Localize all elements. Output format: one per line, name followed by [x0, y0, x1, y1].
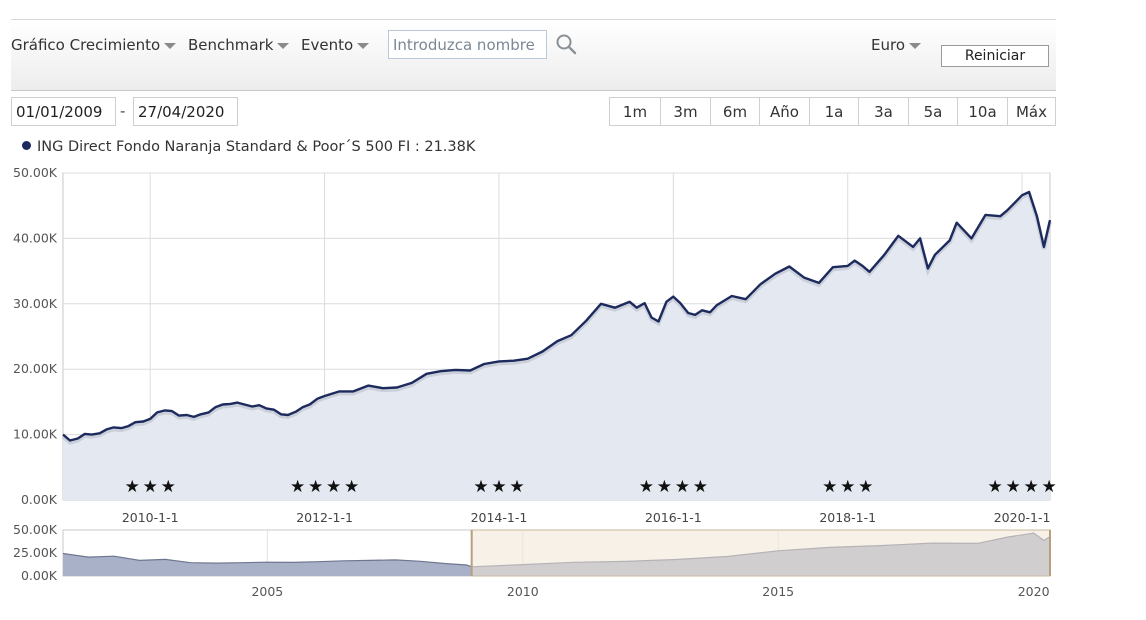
rating-star-icon: ★: [987, 477, 1002, 497]
growth-chart-menu[interactable]: Gráfico Crecimiento: [11, 36, 177, 54]
rating-star-icon: ★: [675, 477, 690, 497]
rating-star-icon: ★: [1005, 477, 1020, 497]
legend-label: ING Direct Fondo Naranja Standard & Poor…: [37, 139, 476, 155]
chevron-down-icon: [909, 42, 921, 49]
navigator-y-label: 25.00K: [13, 545, 58, 560]
rating-star-icon: ★: [639, 477, 654, 497]
rating-star-icon: ★: [693, 477, 708, 497]
chevron-down-icon: [357, 42, 370, 49]
series-line: [62, 190, 1052, 442]
rating-star-icon: ★: [290, 477, 305, 497]
range-button-1m[interactable]: 1m: [610, 98, 660, 125]
rating-star-icon: ★: [1041, 477, 1056, 497]
time-range-selector: 1m 3m 6m Año 1a 3a 5a 10a Máx: [609, 97, 1056, 126]
y-tick-label: 40.00K: [13, 230, 58, 245]
rating-star-icon: ★: [491, 477, 506, 497]
x-tick-label: 2014-1-1: [471, 510, 528, 525]
event-menu-label: Evento: [301, 36, 354, 54]
benchmark-menu[interactable]: Benchmark: [188, 36, 290, 54]
rating-star-icon: ★: [657, 477, 672, 497]
chevron-down-icon: [277, 42, 290, 49]
range-button-ytd[interactable]: Año: [759, 98, 809, 125]
range-button-3y[interactable]: 3a: [858, 98, 908, 125]
y-tick-label: 30.00K: [13, 296, 58, 311]
rating-star-icon: ★: [344, 477, 359, 497]
range-button-5y[interactable]: 5a: [908, 98, 957, 125]
currency-menu-label: Euro: [871, 36, 905, 54]
benchmark-menu-label: Benchmark: [188, 36, 274, 54]
legend-marker: [22, 141, 31, 150]
x-tick-label: 2018-1-1: [819, 510, 876, 525]
series-line-shadow: [61, 191, 1052, 445]
x-tick-label: 2020-1-1: [994, 510, 1051, 525]
event-menu[interactable]: Evento: [301, 36, 370, 54]
rating-star-icon: ★: [143, 477, 158, 497]
y-tick-label: 50.00K: [13, 165, 58, 180]
chart-toolbar: Gráfico Crecimiento Benchmark Evento Eur…: [11, 19, 1056, 91]
rating-star-icon: ★: [473, 477, 488, 497]
navigator-y-label: 0.00K: [21, 568, 58, 583]
search-icon[interactable]: [555, 33, 577, 55]
start-date-input[interactable]: [11, 97, 116, 126]
end-date-input[interactable]: [133, 97, 238, 126]
x-tick-label: 2012-1-1: [296, 510, 353, 525]
series-area: [63, 192, 1050, 500]
rating-star-icon: ★: [326, 477, 341, 497]
navigator-selection[interactable]: [471, 529, 1051, 577]
x-tick-label: 2016-1-1: [645, 510, 702, 525]
range-button-6m[interactable]: 6m: [710, 98, 759, 125]
rating-star-icon: ★: [858, 477, 873, 497]
navigator-x-label: 2015: [762, 584, 794, 599]
rating-star-icon: ★: [1023, 477, 1038, 497]
rating-star-icon: ★: [125, 477, 140, 497]
rating-star-icon: ★: [308, 477, 323, 497]
date-range-separator: -: [120, 102, 126, 120]
range-button-max[interactable]: Máx: [1007, 98, 1055, 125]
navigator-x-label: 2005: [251, 584, 283, 599]
range-button-1y[interactable]: 1a: [809, 98, 858, 125]
navigator-x-label: 2010: [507, 584, 539, 599]
chart-legend[interactable]: ING Direct Fondo Naranja Standard & Poor…: [22, 139, 475, 155]
navigator-y-label: 50.00K: [13, 522, 58, 537]
fund-search-input[interactable]: [388, 30, 547, 59]
growth-chart-menu-label: Gráfico Crecimiento: [11, 36, 161, 54]
x-tick-label: 2010-1-1: [122, 510, 179, 525]
range-button-10y[interactable]: 10a: [957, 98, 1007, 125]
rating-star-icon: ★: [509, 477, 524, 497]
range-button-3m[interactable]: 3m: [660, 98, 710, 125]
rating-star-icon: ★: [161, 477, 176, 497]
navigator-x-label: 2020: [1018, 584, 1050, 599]
y-tick-label: 0.00K: [21, 492, 58, 507]
chevron-down-icon: [164, 42, 177, 49]
reset-button[interactable]: Reiniciar: [941, 45, 1049, 67]
y-tick-label: 10.00K: [13, 427, 58, 442]
y-tick-label: 20.00K: [13, 361, 58, 376]
rating-star-icon: ★: [822, 477, 837, 497]
rating-star-icon: ★: [840, 477, 855, 497]
currency-menu[interactable]: Euro: [871, 36, 921, 54]
